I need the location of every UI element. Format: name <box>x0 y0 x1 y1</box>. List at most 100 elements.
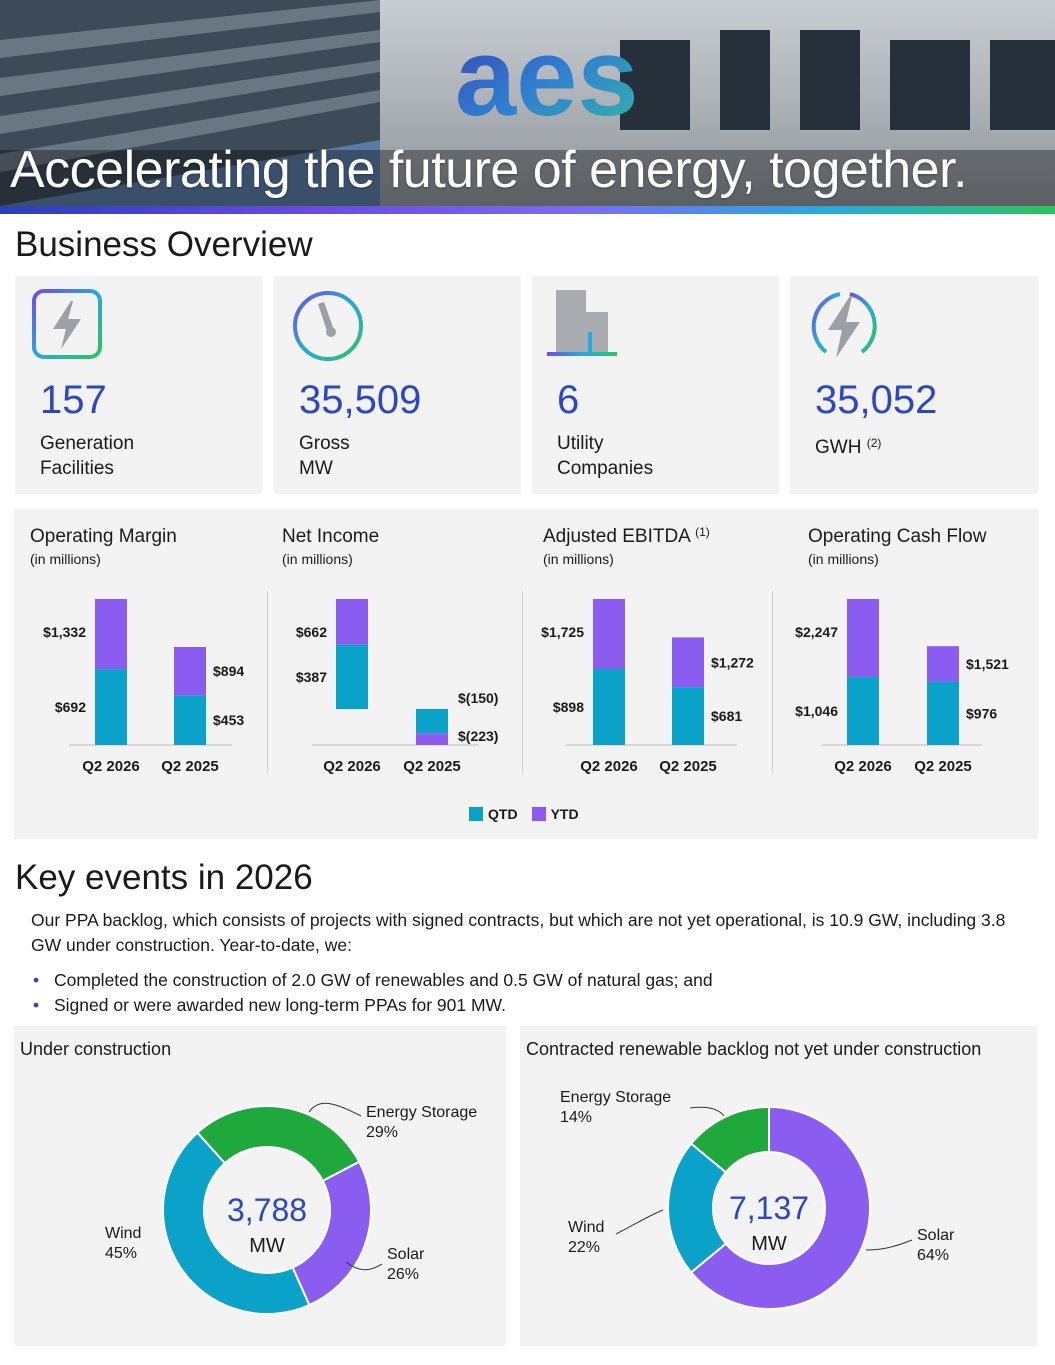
slice-name-label: Wind <box>568 1219 604 1236</box>
stat-value: 35,509 <box>299 378 422 422</box>
leader-line <box>308 1102 362 1117</box>
stat-card-gwh: 35,052 GWH (2) <box>790 276 1038 494</box>
chart-legend: QTD YTD <box>469 806 579 822</box>
stat-value: 157 <box>40 378 107 422</box>
leader-line <box>615 1209 664 1235</box>
bar-qtd <box>174 695 206 745</box>
lightning-square-icon <box>32 289 102 359</box>
page-title: Accelerating the future of energy, toget… <box>10 141 968 199</box>
slice-name-label: Energy Storage <box>366 1104 477 1121</box>
bar-ytd <box>336 599 368 645</box>
bar-qtd <box>927 681 959 745</box>
aes-logo: aes <box>455 16 639 139</box>
data-label-qtd: $453 <box>213 712 244 728</box>
key-events-paragraph: Our PPA backlog, which consists of proje… <box>31 910 1006 955</box>
stat-label: Gross MW <box>299 433 350 479</box>
business-overview-title: Business Overview <box>15 225 313 264</box>
stat-label: GWH (2) <box>815 436 882 458</box>
bar-ytd <box>672 637 704 688</box>
bar-charts: $1,332 $692 Q2 2026 $894 $453 Q2 2025 $662 $387… <box>43 599 1009 775</box>
category-label: Q2 2025 <box>161 758 219 775</box>
donut-chart-backlog: Solar 64% Wind 22% Energy Storage 14% 7,137 MW <box>560 1089 955 1310</box>
slice-percent-label: 64% <box>917 1247 949 1264</box>
data-label-ytd: $1,332 <box>43 624 86 640</box>
legend-swatch-ytd <box>531 807 546 821</box>
chart-subtitle: (in millions) <box>543 551 614 567</box>
stat-value: 35,052 <box>815 378 938 422</box>
chart-divider <box>267 591 268 774</box>
leader-line <box>689 1106 725 1117</box>
donut-total-unit: MW <box>249 1235 285 1257</box>
list-item: Signed or were awarded new long-term PPA… <box>31 993 1021 1018</box>
gradient-divider <box>0 206 1055 214</box>
slice-name-label: Energy Storage <box>560 1089 671 1106</box>
data-label-qtd: $692 <box>55 699 86 715</box>
stat-value: 6 <box>557 378 580 422</box>
chart-title-operating-margin: Operating Margin <box>30 526 177 547</box>
donut-slice-wind <box>162 1131 311 1315</box>
chart-divider <box>772 591 773 774</box>
data-label-ytd: $894 <box>213 663 244 679</box>
data-label-ytd: $1,272 <box>711 654 754 670</box>
chart-title-net-income: Net Income <box>282 526 380 547</box>
donut-total-value: 3,788 <box>227 1192 307 1228</box>
gauge-icon <box>293 291 363 361</box>
donut-title: Contracted renewable backlog not yet und… <box>526 1039 982 1059</box>
category-label: Q2 2026 <box>580 758 638 775</box>
chart-subtitle: (in millions) <box>30 551 101 567</box>
slice-name-label: Wind <box>105 1225 141 1242</box>
bar-ytd <box>416 733 448 745</box>
stat-card-generation-facilities: 157 Generation Facilities <box>15 276 262 494</box>
bar-qtd <box>593 668 625 745</box>
legend-swatch-qtd <box>469 807 483 821</box>
stat-card-gross-mw: 35,509 Gross MW <box>274 276 521 494</box>
bar-ytd <box>927 646 959 682</box>
bar-qtd <box>95 669 127 745</box>
backlog-panel: Contracted renewable backlog not yet und… <box>520 1026 1037 1346</box>
building-photo: aes <box>0 0 1055 206</box>
chart-title-adjusted-ebitda: Adjusted EBITDA (1) <box>543 525 710 547</box>
bar-ytd <box>174 647 206 696</box>
leader-line <box>865 1239 913 1251</box>
donut-chart-under-construction: Energy Storage 29% Solar 26% Wind 45% 3,788 MW <box>105 1102 477 1315</box>
hero-banner: aes Accelerating the future of energy, t… <box>0 0 1055 206</box>
data-label-ytd: $(223) <box>458 728 498 744</box>
donut-total-unit: MW <box>751 1233 787 1255</box>
data-label-ytd: $2,247 <box>795 624 838 640</box>
legend-item-qtd: QTD <box>469 806 518 822</box>
slice-percent-label: 26% <box>387 1266 419 1283</box>
slice-percent-label: 45% <box>105 1245 137 1262</box>
category-label: Q2 2026 <box>323 758 381 775</box>
slice-name-label: Solar <box>387 1246 425 1263</box>
chart-subtitle: (in millions) <box>808 551 879 567</box>
donut-slice-solar <box>291 1160 372 1307</box>
donut-slice-solar <box>689 1105 871 1310</box>
list-item: Completed the construction of 2.0 GW of … <box>31 968 1021 993</box>
data-label-qtd: $1,046 <box>795 703 838 719</box>
data-label-qtd: $387 <box>296 669 327 685</box>
chart-subtitle: (in millions) <box>282 551 353 567</box>
slice-name-label: Solar <box>917 1227 955 1244</box>
bar-qtd <box>336 644 368 709</box>
lightning-circle-icon <box>811 292 877 358</box>
data-label-qtd: $681 <box>711 708 742 724</box>
category-label: Q2 2025 <box>403 758 461 775</box>
category-label: Q2 2025 <box>914 758 972 775</box>
donut-total-value: 7,137 <box>729 1190 809 1226</box>
bar-ytd <box>593 599 625 669</box>
leader-line <box>345 1261 383 1271</box>
chart-title-operating-cash-flow: Operating Cash Flow <box>808 526 987 547</box>
bar-qtd <box>847 677 879 745</box>
bar-ytd <box>95 599 127 670</box>
financial-charts-panel: Operating Margin (in millions) Net Incom… <box>14 509 1038 839</box>
bar-ytd <box>847 599 879 678</box>
category-label: Q2 2026 <box>82 758 140 775</box>
donut-slice-energy-storage <box>689 1105 770 1174</box>
slice-percent-label: 14% <box>560 1109 592 1126</box>
category-label: Q2 2026 <box>834 758 892 775</box>
slice-percent-label: 22% <box>568 1239 600 1256</box>
stat-label: Generation Facilities <box>40 433 135 479</box>
data-label-qtd: $976 <box>966 705 997 721</box>
chart-divider <box>522 591 523 774</box>
building-icon <box>547 290 617 356</box>
